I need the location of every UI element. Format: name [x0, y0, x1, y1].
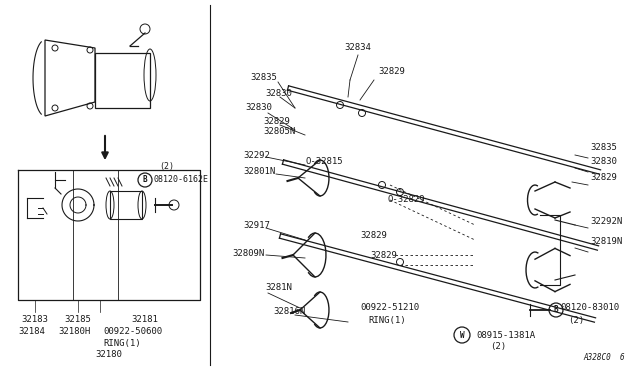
Text: 32805N: 32805N [263, 128, 295, 137]
Circle shape [397, 189, 403, 196]
Circle shape [358, 109, 365, 116]
Text: 08915-1381A: 08915-1381A [476, 330, 535, 340]
Text: 32819N: 32819N [590, 237, 622, 247]
Text: 00922-50600: 00922-50600 [103, 327, 162, 336]
Text: B: B [554, 305, 558, 314]
Circle shape [337, 102, 344, 109]
Circle shape [378, 182, 385, 189]
Text: 08120-83010: 08120-83010 [560, 304, 619, 312]
Text: 32184: 32184 [18, 327, 45, 336]
Text: 32830: 32830 [590, 157, 617, 167]
Text: 32292N: 32292N [590, 218, 622, 227]
Text: O-32815: O-32815 [305, 157, 342, 167]
Text: 32835: 32835 [250, 74, 277, 83]
Text: O-32829: O-32829 [388, 196, 426, 205]
Text: RING(1): RING(1) [103, 339, 141, 348]
Text: 32835: 32835 [590, 144, 617, 153]
Text: 00922-51210: 00922-51210 [360, 304, 419, 312]
Circle shape [397, 259, 403, 266]
Text: (2): (2) [568, 315, 584, 324]
Text: 3281N: 3281N [265, 283, 292, 292]
Text: 32809N: 32809N [232, 248, 264, 257]
Text: 32801N: 32801N [243, 167, 275, 176]
Text: B: B [143, 176, 147, 185]
Text: 32829: 32829 [360, 231, 387, 240]
Text: 32829: 32829 [263, 118, 290, 126]
Text: 32180H: 32180H [58, 327, 90, 336]
Text: 32829: 32829 [370, 250, 397, 260]
Text: 32185: 32185 [65, 315, 92, 324]
Text: 32917: 32917 [243, 221, 270, 230]
Text: 32292: 32292 [243, 151, 270, 160]
Text: 32829: 32829 [378, 67, 405, 77]
Text: RING(1): RING(1) [368, 315, 406, 324]
Text: W: W [460, 330, 464, 340]
Text: 32830: 32830 [265, 89, 292, 97]
Text: 32183: 32183 [22, 315, 49, 324]
Text: A328C0  6: A328C0 6 [584, 353, 625, 362]
Text: 32180: 32180 [95, 350, 122, 359]
Text: 32181: 32181 [131, 315, 158, 324]
Text: 32834: 32834 [344, 44, 371, 52]
Text: 08120-6162E: 08120-6162E [154, 176, 209, 185]
Text: 32830: 32830 [245, 103, 272, 112]
Text: (2): (2) [490, 343, 506, 352]
Text: 32816N: 32816N [273, 308, 305, 317]
Text: 32829: 32829 [590, 173, 617, 183]
Text: (2): (2) [159, 163, 174, 171]
